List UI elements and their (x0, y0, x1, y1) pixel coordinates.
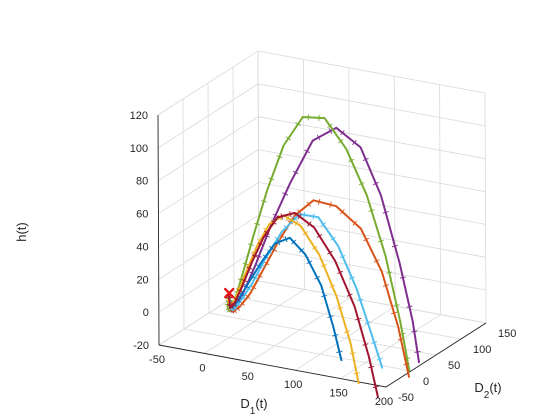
z-axis-label: h(t) (14, 222, 29, 242)
x-axis-line (158, 344, 387, 388)
marker-group (224, 287, 235, 299)
grid-line (348, 67, 351, 298)
y-tick-label: 100 (473, 344, 491, 356)
grid-line (158, 214, 259, 280)
grid-line (183, 328, 412, 372)
grid-line (158, 247, 260, 313)
equilibrium-marker (224, 287, 235, 299)
trajectory-4 (227, 213, 384, 369)
grid-line (158, 149, 259, 214)
grid-line (439, 84, 442, 315)
z-axis-line (157, 114, 160, 346)
z-tick-label: 80 (136, 176, 148, 188)
x-tick-label: 50 (242, 371, 254, 383)
grid-line (208, 312, 437, 356)
trajectory-7 (227, 211, 379, 398)
trajectory-2 (226, 116, 411, 372)
grid-line (258, 83, 486, 127)
y-tick-label: 50 (448, 360, 460, 372)
grid-line (207, 82, 210, 314)
grid-line (257, 50, 486, 94)
x-tick-label: 200 (375, 396, 393, 408)
x-tick-label: 0 (199, 362, 205, 374)
z-tick-label: 0 (143, 307, 149, 319)
series-group (224, 114, 421, 398)
z-tick-label: 120 (130, 110, 148, 122)
z-tick-label: 40 (136, 241, 148, 253)
x-tick-label: -50 (149, 354, 165, 366)
z-tick-label: 60 (136, 209, 148, 221)
grid-line (393, 76, 396, 307)
y-tick-label: -50 (398, 392, 414, 404)
y-tick-label: 150 (498, 328, 516, 340)
trajectory-3 (227, 199, 410, 378)
x-axis-label: D1(t) (240, 396, 267, 417)
grid-line (232, 66, 235, 298)
x-tick-label: 150 (329, 388, 347, 400)
y-axis-line (385, 322, 487, 388)
axes-box (157, 114, 487, 388)
grid-line (157, 50, 259, 116)
grid-line (258, 280, 487, 324)
grid-line (484, 92, 487, 324)
y-axis-label: D2(t) (474, 380, 501, 401)
grid-line (157, 83, 259, 149)
grid-line (233, 296, 462, 340)
grid-line (158, 182, 259, 247)
grid (157, 50, 487, 388)
z-tick-label: -20 (133, 340, 149, 352)
grid-line (302, 59, 305, 290)
grid-line (182, 98, 185, 330)
tick-labels: -50 0 50 100 150 200 -50 0 50 100 150 -20 0 20 40 60 80 1… (130, 110, 517, 408)
grid-line (258, 247, 486, 291)
x-tick-label: 100 (284, 379, 302, 391)
z-tick-label: 20 (136, 274, 148, 286)
grid-line (258, 116, 486, 160)
direction-marks-7 (226, 211, 379, 389)
z-tick-label: 100 (130, 143, 148, 155)
grid-line (158, 116, 259, 182)
grid-line (258, 149, 486, 192)
y-tick-label: 0 (423, 376, 429, 388)
grid-line (258, 182, 486, 225)
